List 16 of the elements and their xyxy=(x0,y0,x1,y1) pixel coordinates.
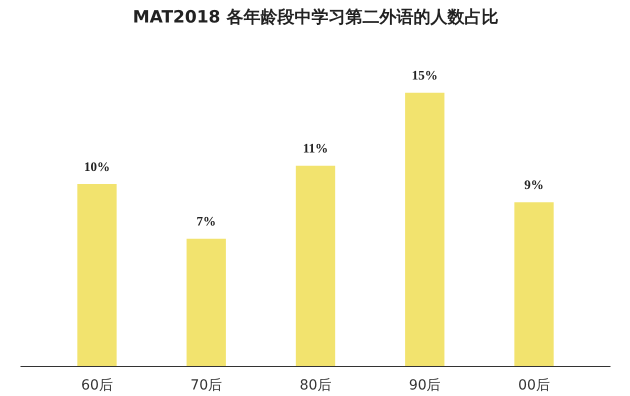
data-label: 10% xyxy=(84,158,110,174)
bar xyxy=(77,184,117,366)
data-label: 11% xyxy=(302,140,328,156)
x-tick-label: 80后 xyxy=(300,378,332,394)
bar xyxy=(405,92,444,366)
data-label: 15% xyxy=(412,68,438,83)
chart-title: MAT2018 各年龄段中学习第二外语的人数占比 xyxy=(132,8,498,28)
bar xyxy=(186,238,226,366)
bar xyxy=(514,202,554,366)
data-label: 7% xyxy=(196,214,216,229)
data-label: 9% xyxy=(524,177,544,192)
bar xyxy=(296,166,336,366)
x-tick-label: 90后 xyxy=(408,378,441,394)
x-tick-label: 70后 xyxy=(190,378,222,394)
x-tick-label: 60后 xyxy=(81,378,113,394)
x-tick-label: 00后 xyxy=(518,378,550,394)
